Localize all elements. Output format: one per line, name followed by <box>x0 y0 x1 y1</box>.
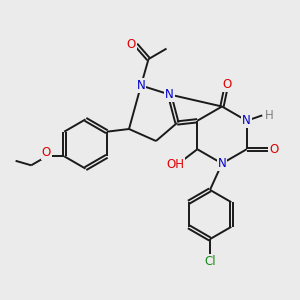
Text: OH: OH <box>167 158 184 171</box>
Text: N: N <box>242 114 251 127</box>
Text: O: O <box>269 143 278 156</box>
Text: O: O <box>127 38 136 51</box>
Text: H: H <box>265 109 273 122</box>
Text: N: N <box>136 79 146 92</box>
Text: N: N <box>165 88 174 101</box>
Text: O: O <box>42 146 51 159</box>
Text: Cl: Cl <box>204 255 216 268</box>
Text: O: O <box>222 78 231 92</box>
Text: N: N <box>218 157 226 170</box>
